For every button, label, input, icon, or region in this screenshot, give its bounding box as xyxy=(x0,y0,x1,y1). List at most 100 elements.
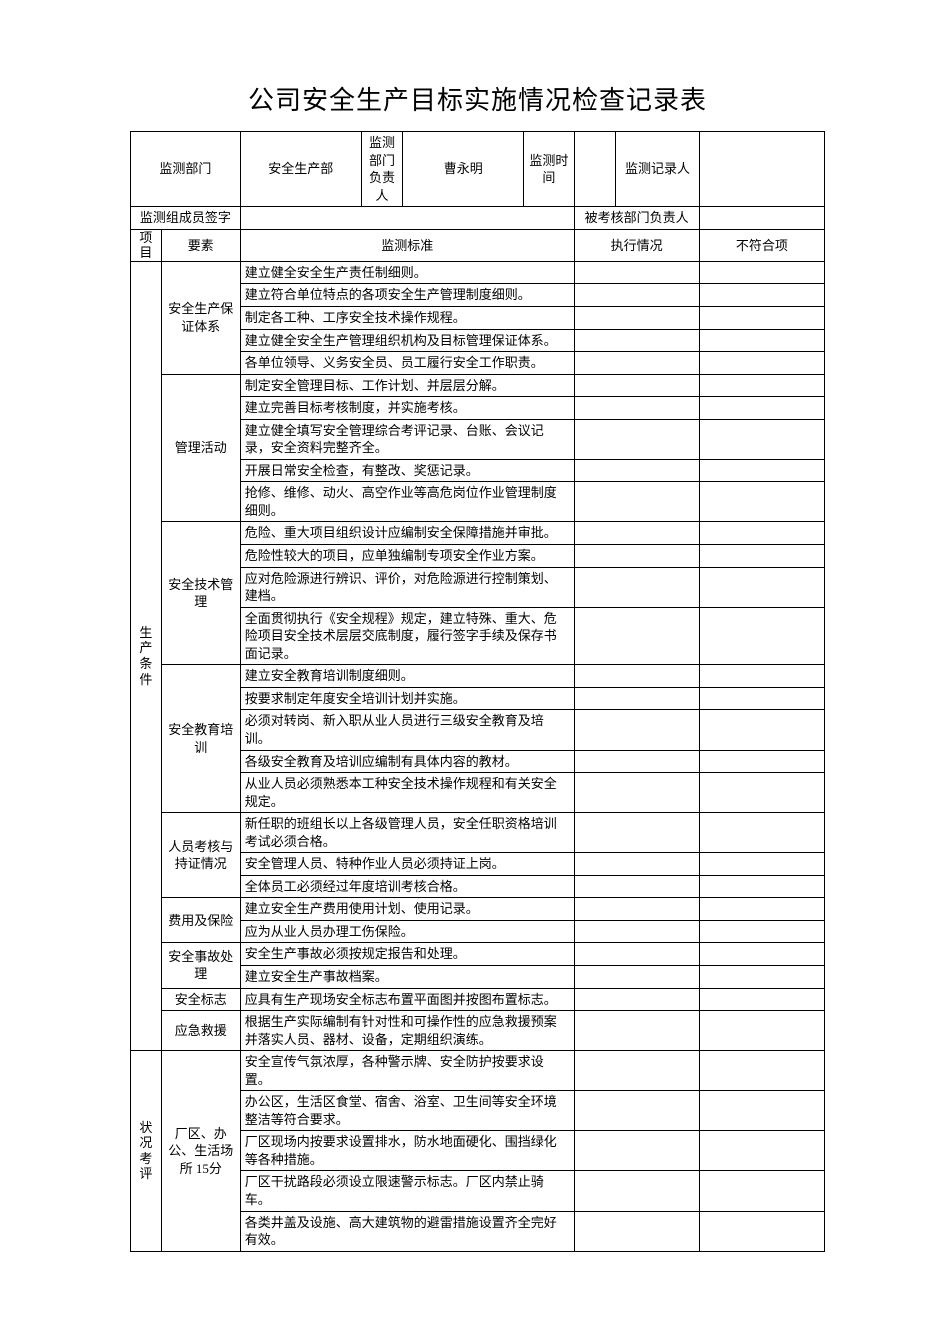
standard-cell: 建立安全生产费用使用计划、使用记录。 xyxy=(240,898,574,921)
status-cell xyxy=(574,261,699,284)
standard-cell: 按要求制定年度安全培训计划并实施。 xyxy=(240,687,574,710)
nonconform-cell xyxy=(699,1091,824,1131)
standard-cell: 制定安全管理目标、工作计划、并层层分解。 xyxy=(240,374,574,397)
nonconform-cell xyxy=(699,1211,824,1251)
status-cell xyxy=(574,307,699,330)
standard-cell: 各级安全教育及培训应编制有具体内容的教材。 xyxy=(240,750,574,773)
nonconform-cell xyxy=(699,261,824,284)
time-value xyxy=(574,132,616,207)
nonconform-cell xyxy=(699,307,824,330)
nonconform-cell xyxy=(699,482,824,522)
status-cell xyxy=(574,943,699,966)
dept-value: 安全生产部 xyxy=(240,132,361,207)
table-row: 安全技术管理危险、重大项目组织设计应编制安全保障措施并审批。 xyxy=(131,522,825,545)
table-row: 人员考核与持证情况新任职的班组长以上各级管理人员，安全任职资格培训考试必须合格。 xyxy=(131,813,825,853)
standard-cell: 建立安全生产事故档案。 xyxy=(240,965,574,988)
dept-label: 监测部门 xyxy=(131,132,241,207)
table-row: 状况考评厂区、办公、生活场所 15分安全宣传气氛浓厚，各种警示牌、安全防护按要求… xyxy=(131,1051,825,1091)
status-cell xyxy=(574,459,699,482)
status-cell xyxy=(574,329,699,352)
nonconform-cell xyxy=(699,988,824,1011)
nonconform-cell xyxy=(699,943,824,966)
standard-cell: 根据生产实际编制有针对性和可操作性的应急救援预案并落实人员、器材、设备，定期组织… xyxy=(240,1011,574,1051)
recorder-value xyxy=(699,132,824,207)
status-cell xyxy=(574,665,699,688)
standard-cell: 各类井盖及设施、高大建筑物的避雷措施设置齐全完好有效。 xyxy=(240,1211,574,1251)
standard-cell: 必须对转岗、新入职从业人员进行三级安全教育及培训。 xyxy=(240,710,574,750)
standard-cell: 制定各工种、工序安全技术操作规程。 xyxy=(240,307,574,330)
standard-cell: 应具有生产现场安全标志布置平面图并按图布置标志。 xyxy=(240,988,574,1011)
standard-cell: 各单位领导、义务安全员、员工履行安全工作职责。 xyxy=(240,352,574,375)
status-cell xyxy=(574,1131,699,1171)
status-cell xyxy=(574,875,699,898)
status-cell xyxy=(574,607,699,665)
nonconform-cell xyxy=(699,284,824,307)
table-row: 生产条件安全生产保证体系建立健全安全生产责任制细则。 xyxy=(131,261,825,284)
nonconform-cell xyxy=(699,813,824,853)
standard-cell: 建立完善目标考核制度，并实施考核。 xyxy=(240,397,574,420)
nonconform-cell xyxy=(699,965,824,988)
standard-cell: 危险性较大的项目，应单独编制专项安全作业方案。 xyxy=(240,545,574,568)
element-cell: 应急救援 xyxy=(161,1011,240,1051)
nonconform-cell xyxy=(699,374,824,397)
standard-cell: 建立健全安全生产管理组织机构及目标管理保证体系。 xyxy=(240,329,574,352)
inspection-table: 监测部门 安全生产部 监测部门负责人 曹永明 监测时间 监测记录人 监测组成员签… xyxy=(130,131,825,1252)
status-cell xyxy=(574,898,699,921)
status-cell xyxy=(574,750,699,773)
element-cell: 管理活动 xyxy=(161,374,240,522)
assessed-dept-value xyxy=(699,207,824,230)
document-title: 公司安全生产目标实施情况检查记录表 xyxy=(130,80,825,117)
status-cell xyxy=(574,1051,699,1091)
status-cell xyxy=(574,988,699,1011)
nonconform-cell xyxy=(699,522,824,545)
status-cell xyxy=(574,522,699,545)
assessed-dept-label: 被考核部门负责人 xyxy=(574,207,699,230)
standard-cell: 全体员工必须经过年度培训考核合格。 xyxy=(240,875,574,898)
standard-cell: 抢修、维修、动火、高空作业等高危岗位作业管理制度细则。 xyxy=(240,482,574,522)
project-cell: 状况考评 xyxy=(131,1051,162,1251)
nonconform-cell xyxy=(699,1051,824,1091)
status-cell xyxy=(574,773,699,813)
column-header-row: 项目 要素 监测标准 执行情况 不符合项 xyxy=(131,229,825,261)
nonconform-cell xyxy=(699,853,824,876)
nonconform-cell xyxy=(699,710,824,750)
element-cell: 安全教育培训 xyxy=(161,665,240,813)
nonconform-cell xyxy=(699,329,824,352)
status-cell xyxy=(574,482,699,522)
element-cell: 安全技术管理 xyxy=(161,522,240,665)
nonconform-cell xyxy=(699,1131,824,1171)
status-cell xyxy=(574,1011,699,1051)
element-cell: 安全事故处理 xyxy=(161,943,240,988)
status-cell xyxy=(574,397,699,420)
nonconform-cell xyxy=(699,773,824,813)
nonconform-cell xyxy=(699,352,824,375)
status-cell xyxy=(574,352,699,375)
nonconform-cell xyxy=(699,1011,824,1051)
table-row: 安全事故处理安全生产事故必须按规定报告和处理。 xyxy=(131,943,825,966)
leader-value: 曹永明 xyxy=(403,132,524,207)
standard-cell: 开展日常安全检查，有整改、奖惩记录。 xyxy=(240,459,574,482)
col-standard: 监测标准 xyxy=(240,229,574,261)
nonconform-cell xyxy=(699,665,824,688)
project-cell: 生产条件 xyxy=(131,261,162,1050)
nonconform-cell xyxy=(699,687,824,710)
status-cell xyxy=(574,284,699,307)
col-element: 要素 xyxy=(161,229,240,261)
status-cell xyxy=(574,965,699,988)
nonconform-cell xyxy=(699,875,824,898)
status-cell xyxy=(574,853,699,876)
status-cell xyxy=(574,374,699,397)
document-page: 公司安全生产目标实施情况检查记录表 监测部门 安全生产部 监测部门负责人 曹永明… xyxy=(0,0,945,1312)
standard-cell: 危险、重大项目组织设计应编制安全保障措施并审批。 xyxy=(240,522,574,545)
status-cell xyxy=(574,920,699,943)
standard-cell: 厂区干扰路段必须设立限速警示标志。厂区内禁止骑车。 xyxy=(240,1171,574,1211)
standard-cell: 安全管理人员、特种作业人员必须持证上岗。 xyxy=(240,853,574,876)
status-cell xyxy=(574,567,699,607)
nonconform-cell xyxy=(699,1171,824,1211)
nonconform-cell xyxy=(699,397,824,420)
status-cell xyxy=(574,710,699,750)
status-cell xyxy=(574,419,699,459)
leader-label: 监测部门负责人 xyxy=(361,132,403,207)
standard-cell: 应对危险源进行辨识、评价，对危险源进行控制策划、建档。 xyxy=(240,567,574,607)
standard-cell: 建立符合单位特点的各项安全生产管理制度细则。 xyxy=(240,284,574,307)
